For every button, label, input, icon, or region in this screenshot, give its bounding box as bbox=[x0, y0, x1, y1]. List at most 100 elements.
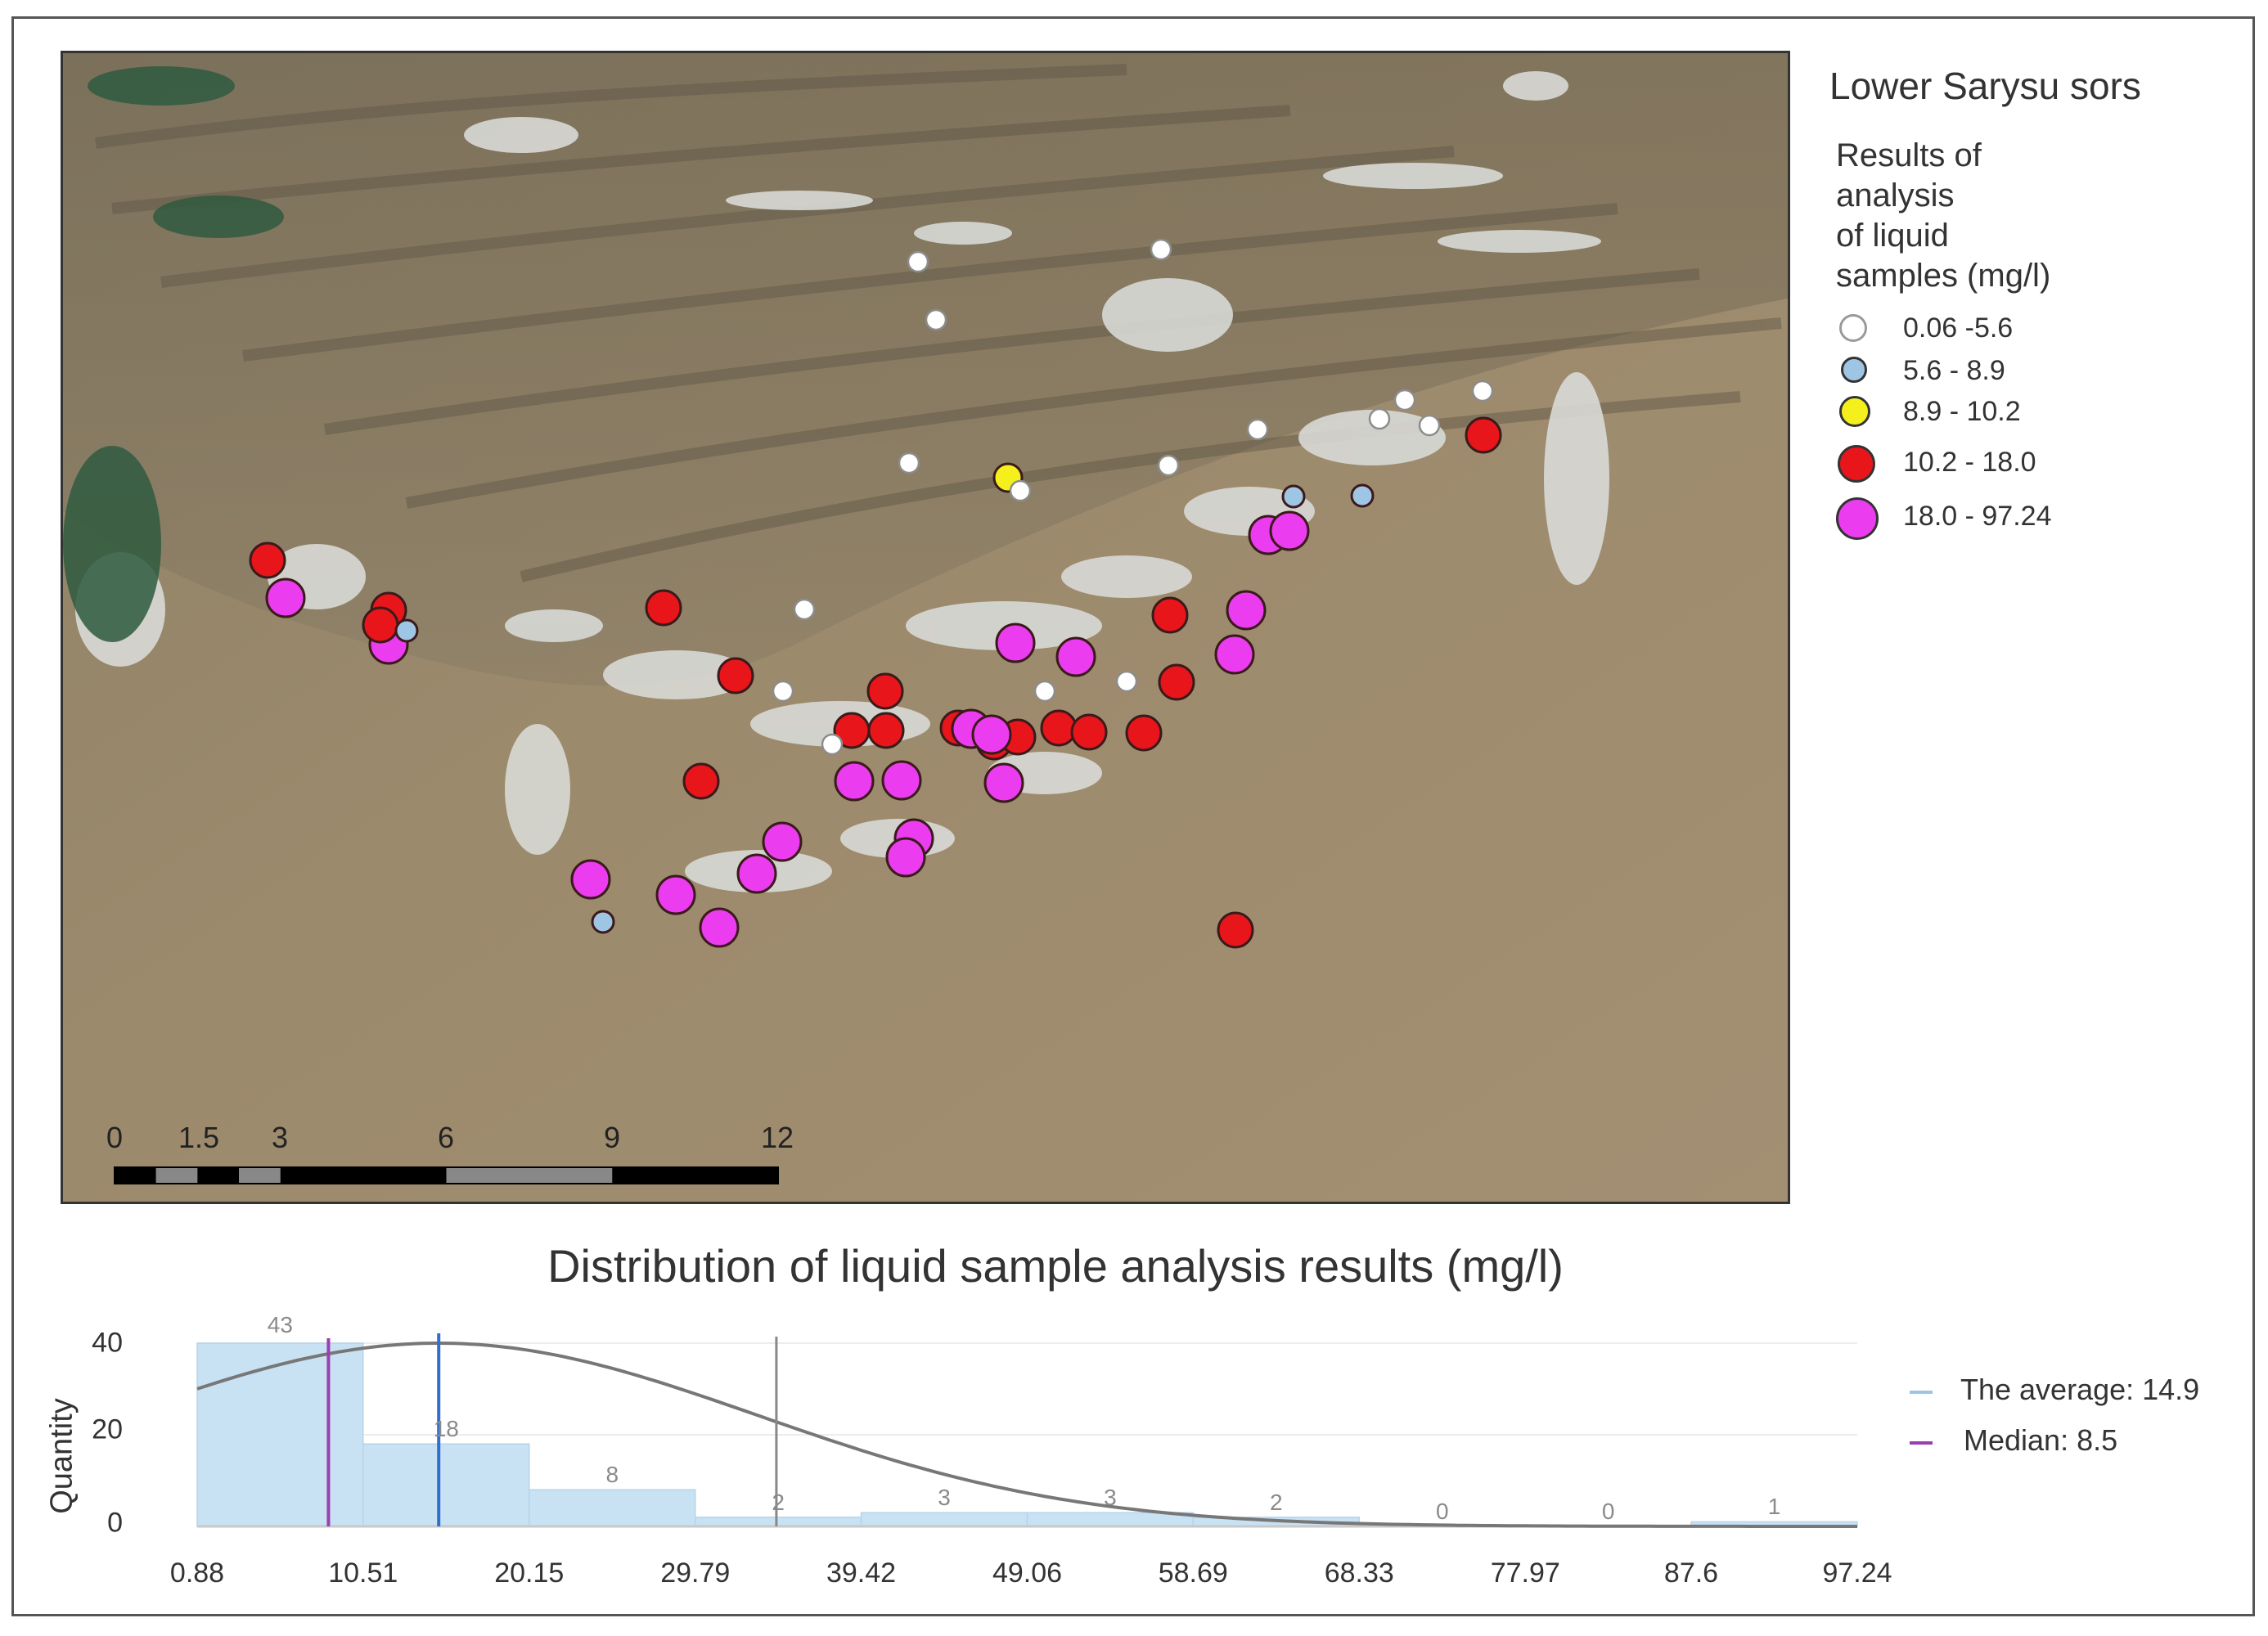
sample-point-marker[interactable] bbox=[925, 308, 947, 331]
sample-point-marker[interactable] bbox=[1393, 389, 1416, 411]
scale-bar bbox=[114, 1166, 779, 1184]
sample-point-marker[interactable] bbox=[1115, 670, 1138, 693]
sample-point-marker[interactable] bbox=[655, 874, 696, 915]
legend-label: 0.06 -5.6 bbox=[1903, 312, 2014, 344]
bin-count-label: 3 bbox=[938, 1485, 951, 1511]
x-tick-label: 58.69 bbox=[1158, 1557, 1228, 1589]
sample-point-marker[interactable] bbox=[1125, 714, 1163, 752]
sample-point-marker[interactable] bbox=[833, 712, 871, 749]
y-tick-label: 0 bbox=[107, 1507, 123, 1539]
sample-point-marker[interactable] bbox=[1465, 416, 1502, 454]
ridge-pattern bbox=[63, 53, 1788, 686]
sample-point-marker[interactable] bbox=[1281, 484, 1306, 509]
bin-count-label: 2 bbox=[772, 1489, 785, 1515]
sample-point-marker[interactable] bbox=[645, 589, 682, 627]
sample-point-marker[interactable] bbox=[249, 542, 286, 579]
sample-point-marker[interactable] bbox=[1269, 510, 1310, 551]
circle-swatch-icon bbox=[1839, 314, 1867, 342]
histogram-title: Distribution of liquid sample analysis r… bbox=[547, 1240, 1564, 1292]
sample-point-marker[interactable] bbox=[1217, 911, 1254, 949]
scale-bar-segment bbox=[280, 1167, 447, 1184]
scale-label-1-5: 1.5 bbox=[178, 1121, 220, 1154]
sample-point-marker[interactable] bbox=[736, 853, 777, 894]
sample-point-marker[interactable] bbox=[682, 762, 720, 800]
sample-point-marker[interactable] bbox=[881, 760, 922, 801]
median-label: Median: 8.5 bbox=[1964, 1423, 2118, 1457]
sample-point-marker[interactable] bbox=[772, 680, 794, 703]
sample-point-marker[interactable] bbox=[834, 761, 875, 802]
sample-point-marker[interactable] bbox=[1151, 596, 1189, 634]
sample-point-marker[interactable] bbox=[1246, 418, 1269, 441]
sample-point-marker[interactable] bbox=[907, 250, 929, 273]
histogram-bar bbox=[529, 1489, 696, 1527]
legend-label: 5.6 - 8.9 bbox=[1903, 355, 2005, 386]
bin-count-label: 2 bbox=[1269, 1489, 1283, 1515]
scale-bar-segment bbox=[197, 1167, 240, 1184]
sample-point-marker[interactable] bbox=[591, 910, 615, 934]
legend-heading-line: analysis bbox=[1836, 178, 1955, 213]
circle-swatch-icon bbox=[1841, 357, 1867, 383]
x-tick-label: 87.6 bbox=[1663, 1557, 1719, 1589]
scale-bar-segment bbox=[155, 1167, 198, 1184]
x-tick-label: 29.79 bbox=[660, 1557, 731, 1589]
scale-label-0: 0 bbox=[106, 1121, 124, 1154]
points-layer bbox=[249, 238, 1502, 949]
bin-count-label: 0 bbox=[1601, 1499, 1615, 1524]
scale-label-12: 12 bbox=[760, 1121, 794, 1154]
scale-label-6: 6 bbox=[437, 1121, 455, 1154]
normal-curve bbox=[196, 1341, 1857, 1528]
sample-point-marker[interactable] bbox=[1350, 483, 1375, 508]
median-line-icon bbox=[1910, 1441, 1933, 1445]
sample-point-marker[interactable] bbox=[885, 837, 926, 878]
sample-point-marker[interactable] bbox=[793, 598, 816, 621]
sample-point-marker[interactable] bbox=[394, 618, 419, 643]
sample-point-marker[interactable] bbox=[570, 859, 611, 900]
sample-point-marker[interactable] bbox=[265, 578, 306, 618]
circle-swatch-icon bbox=[1839, 396, 1870, 427]
sample-point-marker[interactable] bbox=[971, 714, 1012, 755]
bin-count-label: 0 bbox=[1435, 1499, 1449, 1524]
x-tick-label: 39.42 bbox=[826, 1557, 897, 1589]
sample-point-marker[interactable] bbox=[1070, 713, 1108, 751]
histogram-bar bbox=[860, 1512, 1028, 1527]
average-label: The average: 14.9 bbox=[1960, 1373, 2200, 1406]
scale-label-9: 9 bbox=[603, 1121, 621, 1154]
sample-point-marker[interactable] bbox=[866, 672, 904, 710]
sample-point-marker[interactable] bbox=[1418, 414, 1441, 437]
sample-point-marker[interactable] bbox=[699, 907, 740, 948]
sample-point-marker[interactable] bbox=[1214, 634, 1255, 675]
bin-count-label: 3 bbox=[1104, 1485, 1117, 1511]
scale-bar-segment bbox=[239, 1167, 281, 1184]
legend-label: 10.2 - 18.0 bbox=[1903, 447, 2036, 478]
sample-point-marker[interactable] bbox=[1033, 680, 1056, 703]
scale-bar-segment bbox=[115, 1167, 156, 1184]
sample-point-marker[interactable] bbox=[1150, 238, 1172, 261]
satellite-map[interactable] bbox=[61, 51, 1790, 1204]
legend-heading-line: samples (mg/l) bbox=[1836, 258, 2051, 294]
y-tick-label: 40 bbox=[92, 1327, 123, 1359]
sample-point-marker[interactable] bbox=[1157, 454, 1180, 477]
sample-point-marker[interactable] bbox=[717, 657, 754, 694]
legend-heading-line: Results of bbox=[1836, 137, 1982, 173]
bin-count-label: 18 bbox=[433, 1416, 459, 1442]
bin-count-label: 1 bbox=[1767, 1494, 1781, 1520]
sample-point-marker[interactable] bbox=[762, 821, 803, 862]
x-tick-label: 97.24 bbox=[1822, 1557, 1892, 1589]
legend-label: 8.9 - 10.2 bbox=[1903, 396, 2021, 427]
sample-point-marker[interactable] bbox=[898, 452, 920, 474]
sample-point-marker[interactable] bbox=[1368, 407, 1391, 430]
sample-point-marker[interactable] bbox=[1158, 663, 1195, 701]
sample-point-marker[interactable] bbox=[995, 622, 1036, 663]
histogram-bar bbox=[1026, 1512, 1195, 1527]
sample-point-marker[interactable] bbox=[821, 733, 844, 756]
average-line-icon bbox=[1910, 1391, 1933, 1394]
sample-point-marker[interactable] bbox=[1055, 636, 1096, 677]
histogram-bar bbox=[362, 1443, 530, 1527]
sample-point-marker[interactable] bbox=[983, 762, 1024, 803]
scale-label-3: 3 bbox=[271, 1121, 289, 1154]
sample-point-marker[interactable] bbox=[1009, 479, 1032, 502]
sample-point-marker[interactable] bbox=[1471, 380, 1494, 402]
sample-point-marker[interactable] bbox=[1226, 590, 1267, 631]
circle-swatch-icon bbox=[1838, 445, 1875, 483]
scale-bar-segment bbox=[446, 1167, 613, 1184]
